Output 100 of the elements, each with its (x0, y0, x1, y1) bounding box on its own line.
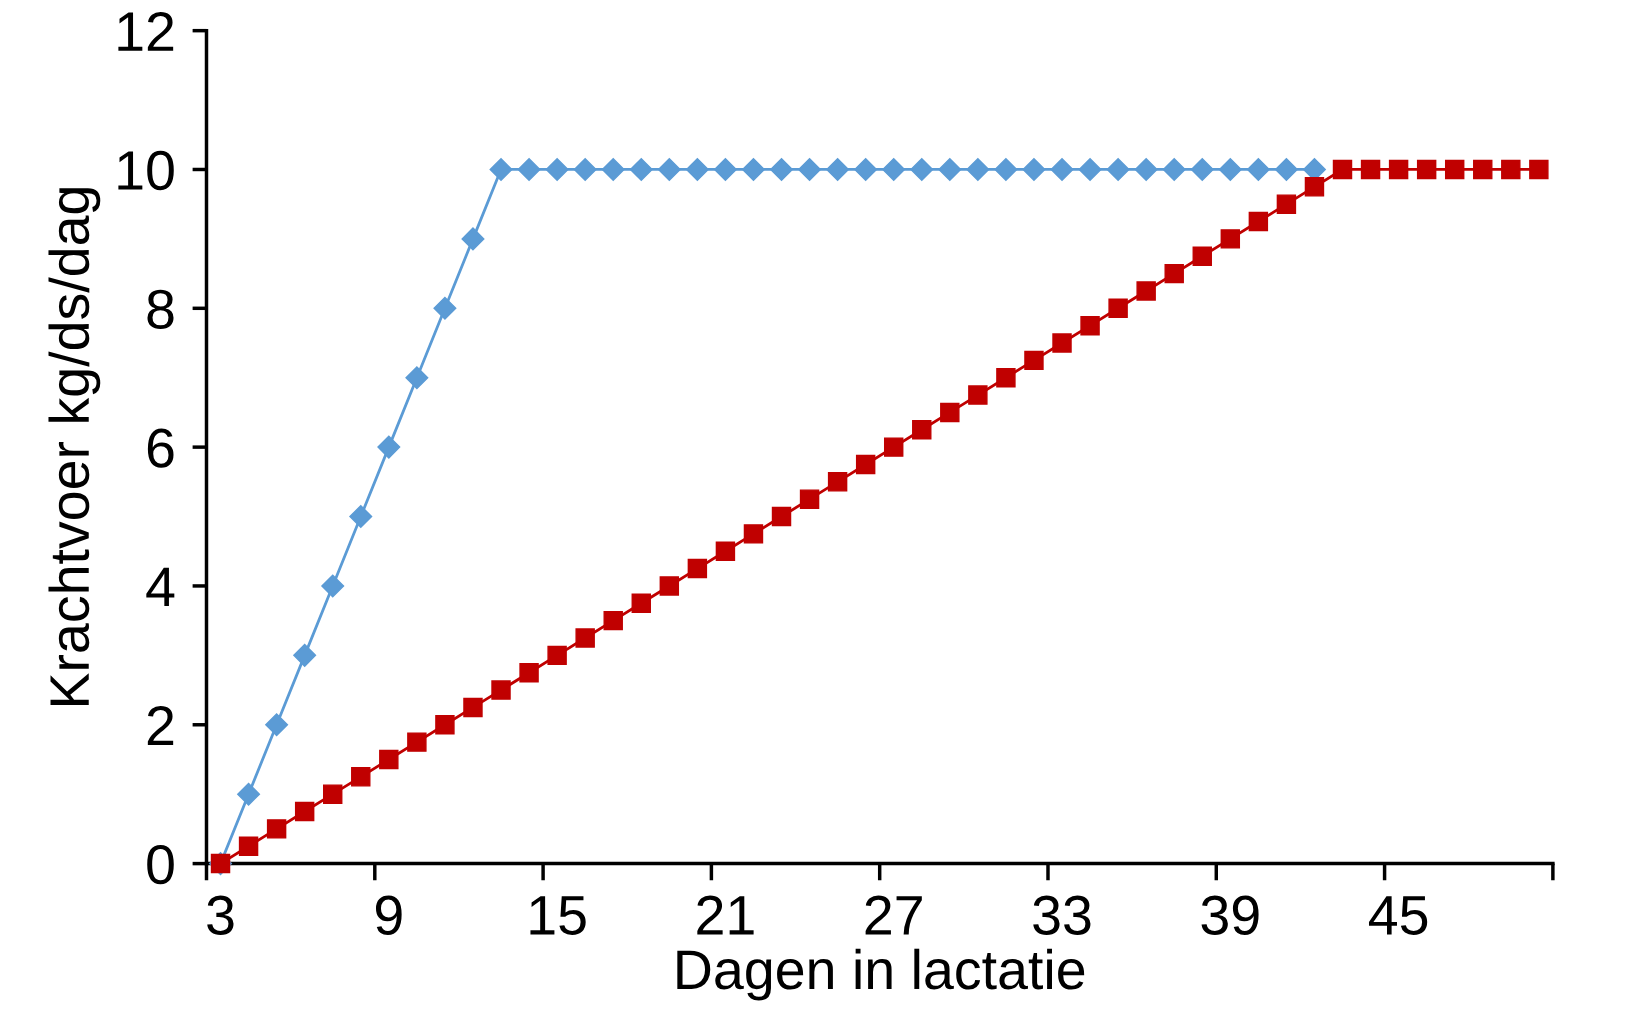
point (996, 367, 1016, 388)
point (1106, 157, 1130, 181)
point (659, 576, 680, 596)
point (1134, 157, 1158, 181)
point (1192, 246, 1212, 266)
point (351, 767, 371, 787)
point (1332, 159, 1353, 180)
point (1360, 159, 1381, 180)
point (1078, 157, 1102, 181)
x-tick-label: 33 (1033, 895, 1091, 935)
point (826, 157, 850, 181)
x-tick-label: 9 (375, 895, 402, 935)
point (770, 157, 794, 181)
point (603, 610, 623, 631)
point (266, 819, 287, 839)
point (293, 643, 317, 667)
point (938, 157, 962, 181)
point (1108, 298, 1128, 319)
point (1473, 159, 1493, 180)
point (629, 157, 653, 181)
point (547, 645, 567, 666)
point (1052, 333, 1072, 353)
point (545, 157, 569, 181)
point (855, 454, 876, 475)
y-tick-label: 8 (147, 289, 174, 329)
point (1162, 157, 1186, 181)
point (519, 662, 539, 683)
point (407, 732, 427, 752)
point (966, 157, 990, 181)
point (489, 157, 513, 181)
point (265, 713, 289, 737)
point (1276, 194, 1297, 214)
point (715, 541, 736, 561)
point (1164, 263, 1184, 284)
x-axis-title: Dagen in lactatie (677, 948, 1085, 1001)
point (237, 782, 261, 806)
y-axis-title: Krachtvoer kg/ds/dag (48, 188, 101, 706)
point (573, 157, 597, 181)
y-tick-label: 4 (146, 567, 175, 607)
point (827, 472, 848, 492)
point (771, 506, 792, 527)
y-tick-label: 10 (118, 150, 174, 191)
point (741, 157, 765, 181)
point (1136, 281, 1156, 301)
point (854, 157, 878, 181)
y-tick-label: 12 (118, 12, 174, 51)
point (1220, 229, 1241, 249)
point (1218, 157, 1242, 181)
point (1444, 159, 1465, 180)
y-tick-label: 0 (147, 844, 174, 885)
point (994, 157, 1018, 181)
y-tick-label: 2 (147, 706, 174, 745)
point (433, 296, 457, 320)
point (461, 227, 485, 251)
point (1304, 177, 1325, 197)
point (685, 157, 709, 181)
point (743, 524, 764, 544)
point (657, 157, 681, 181)
point (1501, 159, 1521, 180)
point (294, 801, 315, 822)
point (238, 836, 259, 856)
point (1248, 211, 1269, 232)
y-tick-label: 6 (147, 428, 174, 468)
x-tick-label: 15 (530, 896, 586, 935)
point (1274, 157, 1298, 181)
point (912, 420, 932, 440)
point (491, 680, 511, 700)
point (1246, 157, 1270, 181)
point (968, 385, 988, 405)
point (601, 157, 625, 181)
point (798, 157, 822, 181)
point (1080, 315, 1100, 336)
point (799, 489, 820, 509)
point (405, 366, 429, 390)
point (1050, 157, 1074, 181)
point (321, 574, 345, 598)
point (517, 157, 541, 181)
x-tick-label: 21 (697, 895, 754, 935)
point (379, 749, 399, 770)
point (349, 505, 373, 529)
point (1024, 350, 1044, 371)
point (1416, 159, 1437, 180)
point (1022, 157, 1046, 181)
point (940, 402, 960, 423)
x-tick-label: 27 (865, 895, 922, 935)
point (713, 157, 737, 181)
x-tick-label: 39 (1201, 895, 1259, 935)
point (631, 593, 651, 614)
point (1190, 157, 1214, 181)
point (377, 435, 401, 459)
point (1388, 159, 1409, 180)
point (910, 157, 934, 181)
point (323, 784, 343, 804)
point (882, 157, 906, 181)
point (687, 558, 708, 579)
point (883, 437, 904, 457)
x-tick-label: 45 (1368, 896, 1428, 935)
point (575, 628, 595, 648)
point (463, 697, 483, 718)
x-tick-label: 3 (207, 895, 234, 935)
